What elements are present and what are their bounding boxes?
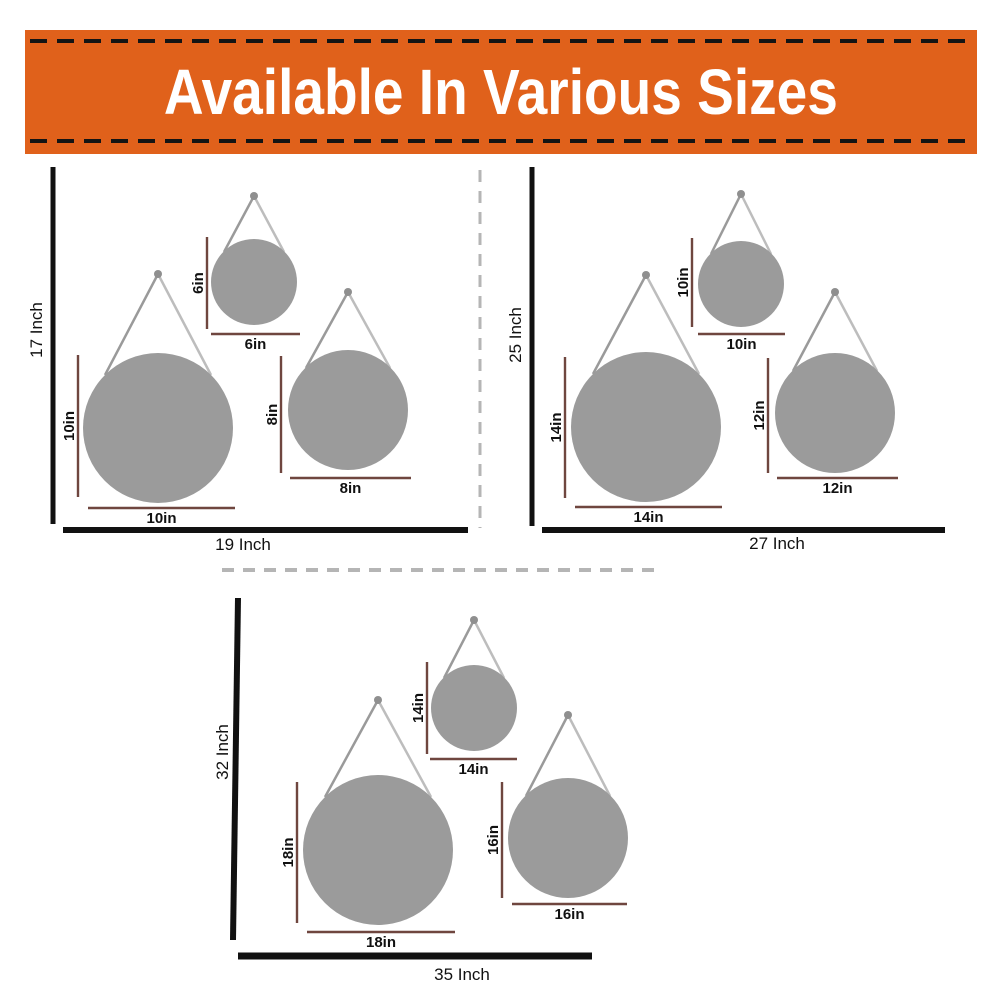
dimension-label-horizontal: 14in [458, 761, 488, 778]
banner: Available In Various Sizes [25, 30, 977, 154]
dimension-label-vertical: 8in [264, 404, 281, 426]
dimension-label-vertical: 10in [675, 267, 692, 297]
dimension-label-vertical: 14in [410, 693, 427, 723]
dimension-label-vertical: 16in [485, 825, 502, 855]
mirror-strap-right [252, 195, 286, 253]
banner-title: Available In Various Sizes [163, 56, 839, 128]
dimension-label-horizontal: 12in [822, 480, 852, 497]
mirror-strap-right [739, 193, 773, 255]
mirror-strap-right [566, 714, 612, 797]
dimension-label-vertical: 14in [548, 412, 565, 442]
mirror-strap-left [442, 619, 476, 679]
group-height-axis-line [230, 597, 241, 941]
dimension-label-horizontal: 16in [554, 906, 584, 923]
hook-icon [564, 711, 572, 719]
mirror-circle [508, 778, 628, 898]
dimension-label-horizontal: 6in [245, 336, 267, 353]
mirror-circle [775, 353, 895, 473]
mirror-strap-right [346, 291, 392, 369]
dimension-label-horizontal: 8in [340, 480, 362, 497]
group-height-label: 32 Inch [213, 724, 232, 780]
mirror-strap-right [644, 274, 701, 375]
hook-icon [737, 190, 745, 198]
dimension-label-horizontal: 10in [726, 336, 756, 353]
mirror-circle [83, 353, 233, 503]
dimension-label-vertical: 18in [280, 837, 297, 867]
dimension-label-vertical: 10in [61, 411, 78, 441]
hook-icon [154, 270, 162, 278]
mirror-strap-right [472, 619, 506, 679]
dimension-label-horizontal: 18in [366, 934, 396, 951]
hook-icon [250, 192, 258, 200]
hook-icon [642, 271, 650, 279]
group-width-label: 27 Inch [749, 534, 805, 553]
hook-icon [374, 696, 382, 704]
dimension-label-horizontal: 10in [146, 510, 176, 527]
mirror-strap-left [524, 714, 570, 797]
group-width-label: 35 Inch [434, 965, 490, 984]
dimension-label-vertical: 6in [190, 272, 207, 294]
mirror-circle [571, 352, 721, 502]
dimension-label-horizontal: 14in [633, 509, 663, 526]
mirror-strap-left [591, 274, 648, 375]
mirror-strap-left [103, 273, 160, 376]
dimension-label-vertical: 12in [751, 400, 768, 430]
banner-dashed-border-bottom [30, 139, 972, 143]
mirror-circle [303, 775, 453, 925]
mirror-circle [698, 241, 784, 327]
mirror-strap-left [791, 291, 837, 372]
group-height-label: 17 Inch [27, 302, 46, 358]
mirror-circle [431, 665, 517, 751]
mirror-strap-right [833, 291, 879, 372]
hook-icon [470, 616, 478, 624]
banner-dashed-border-top [30, 39, 972, 43]
mirror-strap-right [156, 273, 213, 376]
mirror-strap-left [709, 193, 743, 255]
mirror-circle [288, 350, 408, 470]
mirror-strap-left [304, 291, 350, 369]
mirror-strap-right [376, 699, 433, 798]
group-width-label: 19 Inch [215, 535, 271, 554]
mirror-strap-left [323, 699, 380, 798]
hook-icon [831, 288, 839, 296]
hook-icon [344, 288, 352, 296]
group-height-label: 25 Inch [506, 307, 525, 363]
mirror-strap-left [222, 195, 256, 253]
mirror-circle [211, 239, 297, 325]
